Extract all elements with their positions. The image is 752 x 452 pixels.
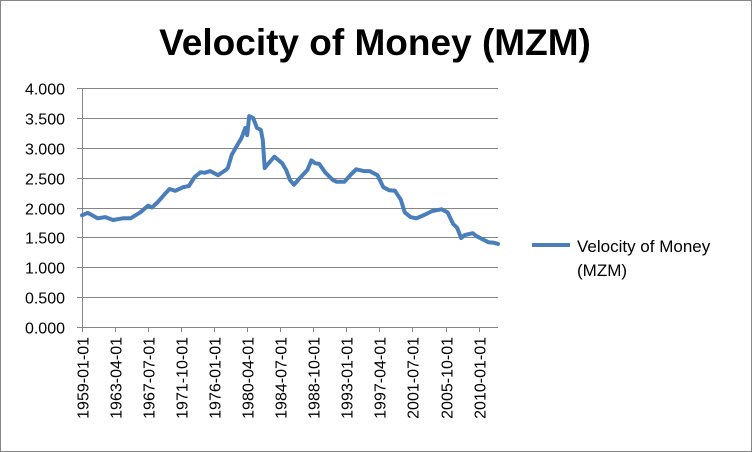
y-tick-label: 1.000 bbox=[25, 261, 65, 278]
series-group bbox=[80, 114, 500, 246]
x-tick-label: 1997-04-01 bbox=[373, 337, 390, 419]
y-axis-ticks: 0.000 0.500 1.000 1.500 2.000 2.500 3.000 3.500… bbox=[25, 82, 83, 338]
legend-label-line1: Velocity of Money bbox=[577, 237, 711, 256]
y-tick-label: 0.000 bbox=[25, 321, 65, 338]
y-tick-label: 1.500 bbox=[25, 231, 65, 248]
x-tick-label: 1976-01-01 bbox=[208, 337, 225, 419]
x-tick-label: 1984-07-01 bbox=[274, 337, 291, 419]
x-tick-label: 1980-04-01 bbox=[241, 337, 258, 419]
x-tick-label: 1988-10-01 bbox=[307, 337, 324, 419]
series-line bbox=[80, 114, 500, 246]
x-tick-label: 1963-04-01 bbox=[109, 337, 126, 419]
x-tick-label: 2005-10-01 bbox=[440, 337, 457, 419]
chart-title: Velocity of Money (MZM) bbox=[159, 22, 591, 63]
legend: Velocity of Money (MZM) bbox=[532, 237, 711, 280]
x-tick-label: 2010-01-01 bbox=[473, 337, 490, 419]
x-tick-label: 1959-01-01 bbox=[76, 337, 93, 419]
x-tick-label: 1993-01-01 bbox=[340, 337, 357, 419]
y-tick-label: 3.000 bbox=[25, 142, 65, 159]
y-tick-label: 2.000 bbox=[25, 202, 65, 219]
y-tick-label: 4.000 bbox=[25, 82, 65, 99]
x-tick-label: 2001-07-01 bbox=[406, 337, 423, 419]
y-tick-label: 3.500 bbox=[25, 112, 65, 129]
x-tick-label: 1967-07-01 bbox=[142, 337, 159, 419]
legend-label-line2: (MZM) bbox=[577, 261, 627, 280]
y-tick-label: 0.500 bbox=[25, 291, 65, 308]
x-tick-label: 1971-10-01 bbox=[175, 337, 192, 419]
x-axis-ticks: 1959-01-01 1963-04-01 1967-07-01 1971-10-01… bbox=[76, 327, 498, 419]
y-tick-label: 2.500 bbox=[25, 172, 65, 189]
